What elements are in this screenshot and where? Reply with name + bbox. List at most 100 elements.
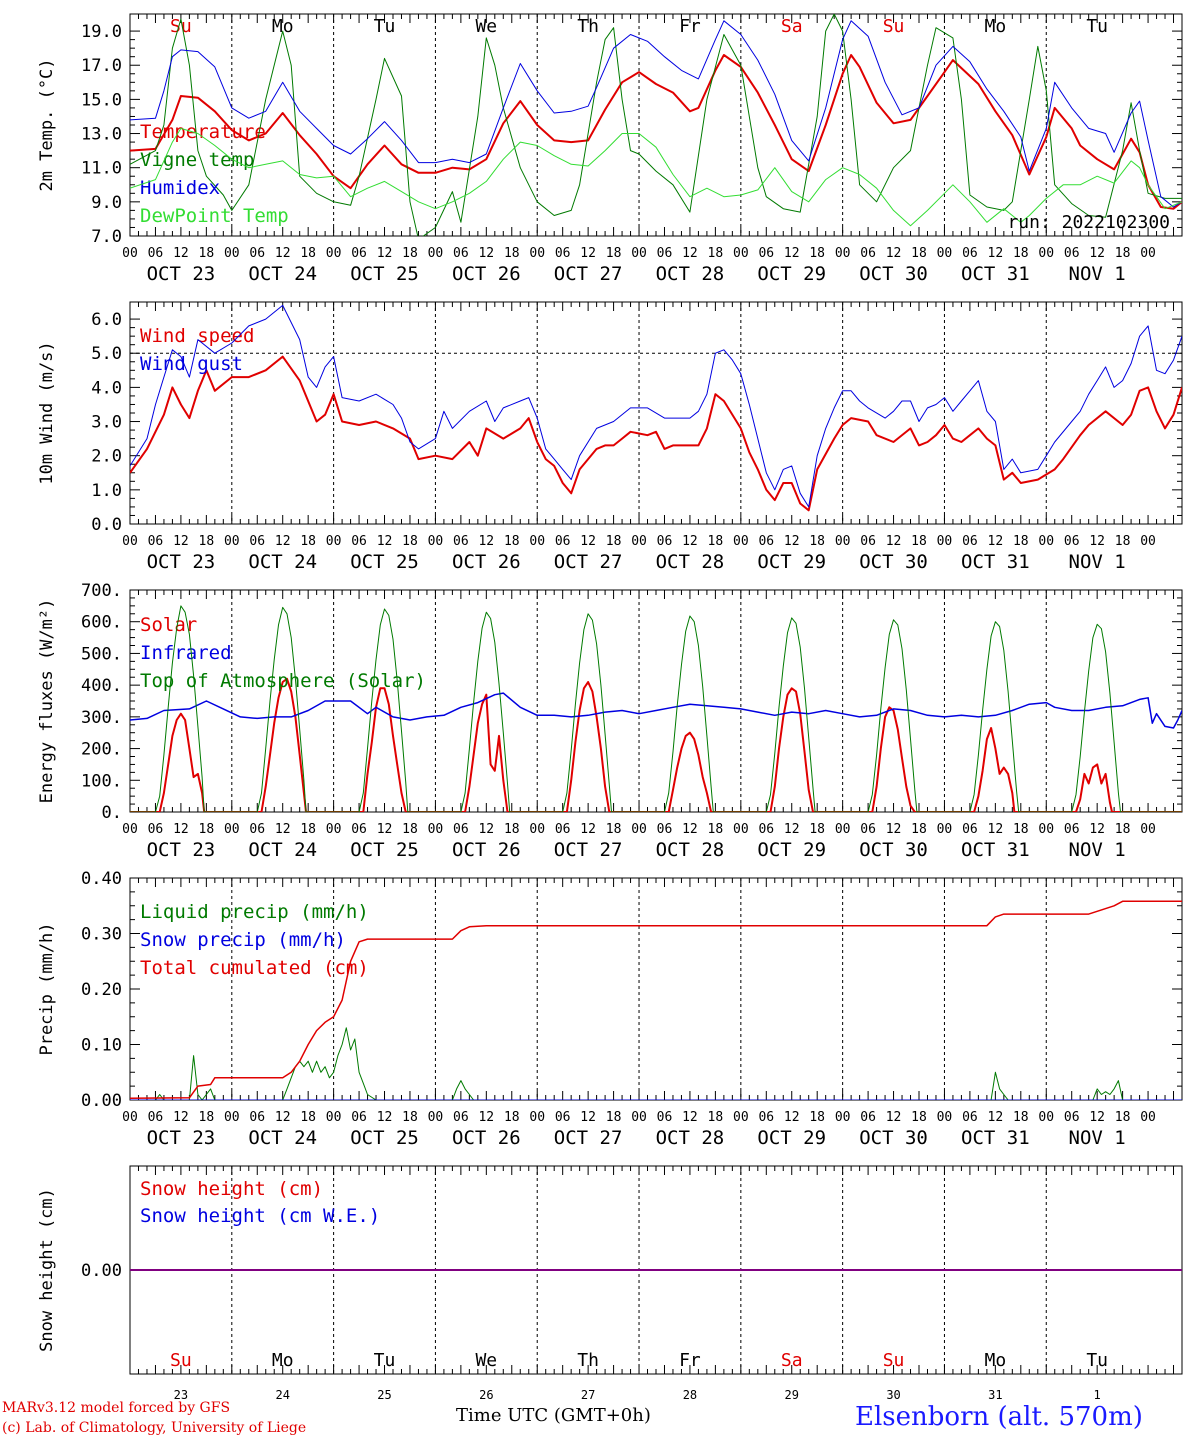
- y-tick-label: 5.0: [91, 344, 122, 364]
- x-hour-label: 18: [402, 1110, 418, 1125]
- x-hour-label: 18: [708, 534, 724, 549]
- x-hour-label: 12: [1089, 1110, 1105, 1125]
- x-hour-label: 06: [453, 534, 469, 549]
- x-date-label: OCT 24: [248, 1127, 317, 1149]
- x-hour-label: 00: [835, 534, 851, 549]
- series-line: [130, 54, 1182, 210]
- x-hour-label: 12: [988, 1110, 1004, 1125]
- x-hour-label: 00: [937, 534, 953, 549]
- x-hour-label: 00: [428, 1110, 444, 1125]
- x-hour-label: 00: [937, 822, 953, 837]
- x-hour-label: 06: [555, 534, 571, 549]
- series-line: [130, 304, 1182, 508]
- x-hour-label: 00: [937, 246, 953, 261]
- x-date-label: OCT 29: [757, 839, 826, 861]
- x-hour-label: 00: [529, 822, 545, 837]
- legend-entry: Liquid precip (mm/h): [140, 901, 369, 923]
- weekday-label: Mo: [272, 16, 294, 37]
- y-tick-label: 6.0: [91, 310, 122, 330]
- x-hour-label: 18: [809, 822, 825, 837]
- y-axis-label: 2m Temp. (°C): [37, 58, 57, 191]
- x-hour-label: 06: [555, 822, 571, 837]
- x-hour-label: 12: [988, 822, 1004, 837]
- legend-entry: Snow height (cm W.E.): [140, 1205, 380, 1227]
- x-hour-label: 06: [148, 1110, 164, 1125]
- x-hour-label: 12: [478, 1110, 494, 1125]
- time-axis-label: Time UTC (GMT+0h): [456, 1405, 651, 1426]
- y-tick-label: 17.0: [81, 56, 122, 76]
- y-axis-label: Precip (mm/h): [37, 922, 57, 1055]
- weekday-label: Tu: [1086, 1350, 1108, 1371]
- x-hour-label: 06: [758, 822, 774, 837]
- series-line: [130, 20, 1182, 208]
- x-hour-label: 18: [1013, 246, 1029, 261]
- x-hour-label: 18: [199, 1110, 215, 1125]
- day-number-label: 30: [886, 1388, 900, 1402]
- day-number-label: 27: [581, 1388, 595, 1402]
- x-hour-label: 12: [886, 822, 902, 837]
- x-hour-label: 00: [835, 1110, 851, 1125]
- y-tick-label: 0.0: [91, 515, 122, 535]
- x-hour-label: 18: [606, 534, 622, 549]
- x-date-label: OCT 31: [961, 263, 1030, 285]
- x-date-label: OCT 31: [961, 1127, 1030, 1149]
- x-hour-label: 06: [453, 246, 469, 261]
- panel-2: 0.0 1.0 2.0 3.0 4.0 5.0 6.0 10m Wind (m/s) 00 06 1…: [37, 301, 1183, 573]
- weekday-label: Th: [577, 1350, 599, 1371]
- x-hour-label: 00: [326, 822, 342, 837]
- series-line: [130, 677, 1182, 812]
- x-hour-label: 06: [555, 246, 571, 261]
- panel-1: 7.0 9.0 11.0 13.0 15.0 17.0 19.0 2m Temp. (°C) 0…: [37, 13, 1183, 285]
- series-line: [130, 14, 1182, 236]
- x-hour-label: 12: [682, 534, 698, 549]
- x-hour-label: 12: [580, 534, 596, 549]
- x-hour-label: 06: [351, 822, 367, 837]
- x-hour-label: 18: [199, 534, 215, 549]
- x-date-label: OCT 29: [757, 1127, 826, 1149]
- x-hour-label: 18: [911, 822, 927, 837]
- x-hour-label: 18: [708, 822, 724, 837]
- x-hour-label: 12: [275, 534, 291, 549]
- model-credit: MARv3.12 model forced by GFS: [2, 1400, 231, 1416]
- x-hour-label: 00: [122, 534, 138, 549]
- x-hour-label: 00: [733, 534, 749, 549]
- panel-3: 0. 100. 200. 300. 400. 500. 600. 700. Energy flu…: [37, 581, 1183, 861]
- x-hour-label: 18: [708, 246, 724, 261]
- x-date-label: OCT 28: [656, 551, 725, 573]
- x-hour-label: 00: [122, 1110, 138, 1125]
- series-line: [130, 127, 1182, 227]
- x-hour-label: 00: [835, 246, 851, 261]
- y-tick-label: 400.: [81, 676, 122, 696]
- y-tick-label: 2.0: [91, 447, 122, 467]
- x-hour-label: 18: [1115, 822, 1131, 837]
- x-hour-label: 06: [962, 822, 978, 837]
- day-number-label: 1: [1094, 1388, 1101, 1402]
- y-tick-label: 100.: [81, 771, 122, 791]
- x-date-label: OCT 30: [859, 263, 928, 285]
- x-hour-label: 00: [326, 534, 342, 549]
- x-hour-label: 12: [275, 822, 291, 837]
- x-hour-label: 00: [733, 822, 749, 837]
- x-hour-label: 06: [860, 534, 876, 549]
- x-hour-label: 06: [148, 534, 164, 549]
- x-hour-label: 00: [1140, 1110, 1156, 1125]
- x-hour-label: 12: [988, 534, 1004, 549]
- x-hour-label: 00: [224, 246, 240, 261]
- y-tick-label: 7.0: [91, 227, 122, 247]
- x-hour-label: 00: [529, 246, 545, 261]
- x-date-label: OCT 31: [961, 839, 1030, 861]
- x-hour-label: 18: [606, 822, 622, 837]
- x-hour-label: 18: [300, 534, 316, 549]
- x-date-label: NOV 1: [1069, 263, 1126, 285]
- x-hour-label: 06: [351, 1110, 367, 1125]
- weekday-label: Fr: [679, 16, 701, 37]
- x-date-label: OCT 27: [554, 839, 623, 861]
- x-hour-label: 18: [809, 1110, 825, 1125]
- x-date-label: OCT 25: [350, 1127, 419, 1149]
- day-number-label: 23: [174, 1388, 188, 1402]
- legend-entry: DewPoint Temp: [140, 205, 289, 227]
- x-hour-label: 12: [377, 534, 393, 549]
- x-date-label: NOV 1: [1069, 1127, 1126, 1149]
- x-hour-label: 00: [631, 246, 647, 261]
